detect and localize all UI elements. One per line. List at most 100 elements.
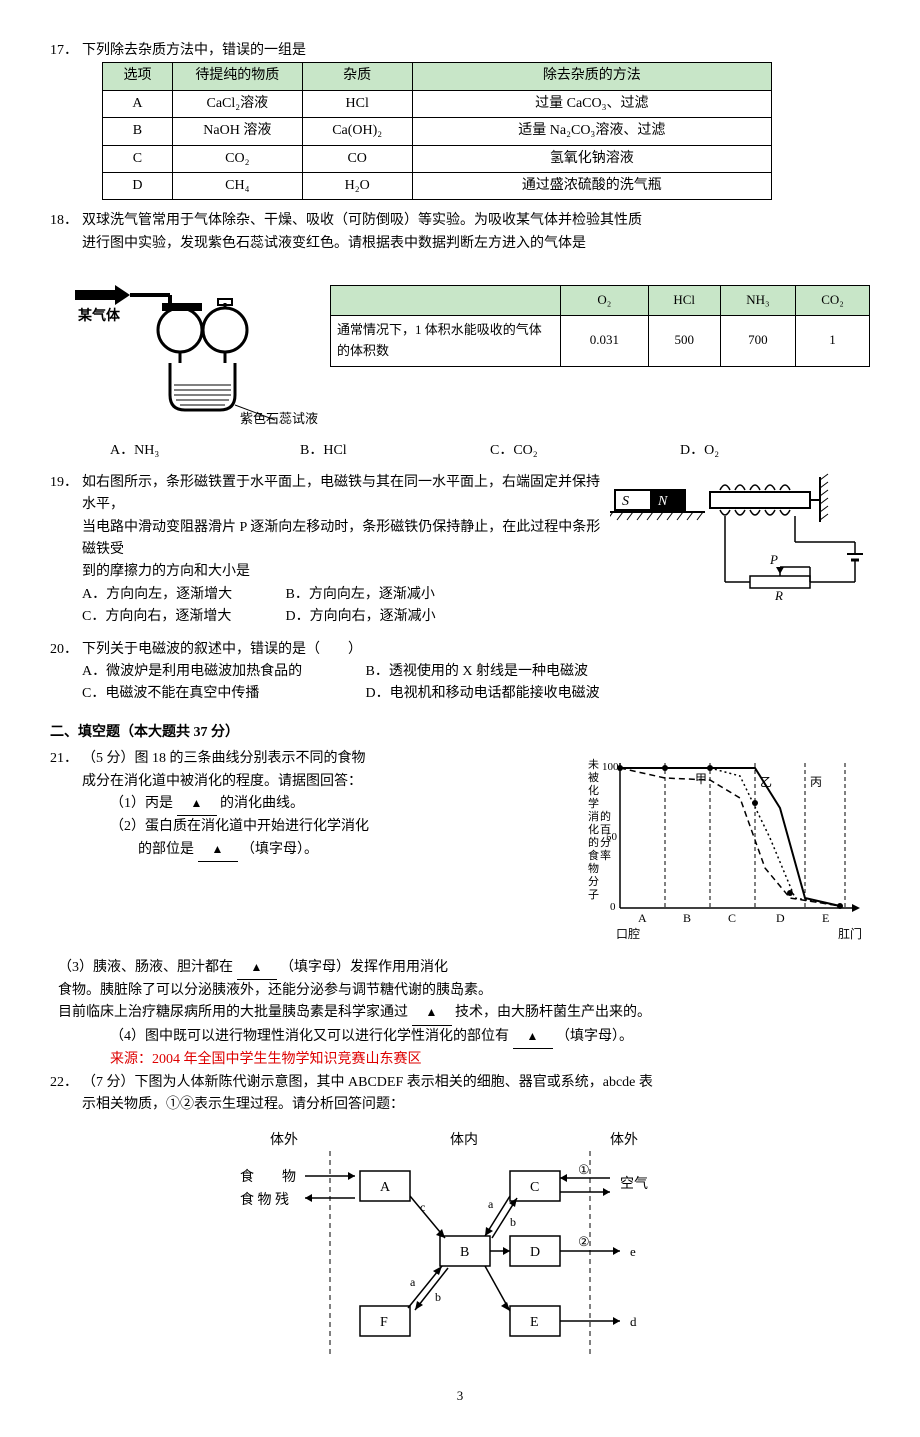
q18-stem-1: 双球洗气管常用于气体除杂、干燥、吸收（可防倒吸）等实验。为吸收某气体并检验其性质 — [82, 210, 870, 232]
table-row: A CaCl₂溶液 HCl 过量 CaCO₃、过滤 — [103, 90, 772, 117]
option-c: C．CO₂ — [490, 440, 680, 462]
svg-text:体内: 体内 — [450, 1132, 478, 1148]
svg-text:50: 50 — [606, 831, 618, 843]
svg-text:b: b — [435, 1290, 441, 1304]
question-22: 22． （7 分）下图为人体新陈代谢示意图，其中 ABCDEF 表示相关的细胞、… — [50, 1072, 870, 1367]
q21-prefix: （5 分）图 18 的三条曲线分别表示不同的食物 — [82, 748, 580, 770]
svg-text:E: E — [530, 1315, 539, 1330]
q21-number: 21． — [50, 748, 82, 770]
svg-text:未: 未 — [588, 758, 599, 771]
svg-text:分: 分 — [588, 875, 599, 888]
q18-table: O₂ HCl NH₃ CO₂ 通常情况下，1 体积水能吸收的气体的体积数 0.0… — [330, 285, 870, 366]
table-row: D CH₄ H₂O 通过盛浓硫酸的洗气瓶 — [103, 172, 772, 199]
q22-number: 22． — [50, 1072, 82, 1094]
svg-text:c: c — [420, 1200, 425, 1214]
q18-apparatus-diagram: 某气体 — [70, 265, 330, 433]
option-a: A．方向向左，逐渐增大 — [82, 584, 282, 606]
option-b: B．HCl — [300, 440, 490, 462]
svg-text:R: R — [774, 588, 783, 602]
option-d: D．电视机和移动电话都能接收电磁波 — [366, 686, 600, 701]
svg-text:的: 的 — [588, 835, 599, 849]
cell: 通常情况下，1 体积水能吸收的气体的体积数 — [331, 315, 561, 366]
blank-field[interactable] — [177, 793, 217, 816]
q20-stem: 下列关于电磁波的叙述中，错误的是（ ） — [82, 639, 610, 661]
blank-field[interactable] — [412, 1002, 452, 1025]
svg-text:A: A — [380, 1180, 391, 1195]
svg-text:B: B — [683, 911, 691, 925]
q17-table: 选项 待提纯的物质 杂质 除去杂质的方法 A CaCl₂溶液 HCl 过量 Ca… — [102, 62, 772, 200]
svg-text:e: e — [630, 1244, 636, 1259]
svg-text:肛门: 肛门 — [838, 926, 862, 941]
svg-text:100: 100 — [602, 761, 619, 773]
svg-text:D: D — [776, 911, 785, 925]
q22-stem-2: 示相关物质，①②表示生理过程。请分析回答问题： — [82, 1094, 870, 1116]
cell: 过量 CaCO₃、过滤 — [412, 90, 771, 117]
option-b: B．方向向左，逐渐减小 — [286, 587, 435, 602]
litmus-label: 紫色石蕊试液 — [240, 411, 318, 425]
q21-p3c: 食物。胰脏除了可以分泌胰液外，还能分泌参与调节糖代谢的胰岛素。 — [58, 980, 870, 1002]
q21-p3a: （3）胰液、肠液、胆汁都在 — [58, 960, 233, 975]
table-header-row: 选项 待提纯的物质 杂质 除去杂质的方法 — [103, 63, 772, 90]
option-c: C．电磁波不能在真空中传播 — [82, 683, 362, 705]
cell: C — [103, 145, 173, 172]
cell: NaOH 溶液 — [172, 118, 302, 145]
table-row: C CO₂ CO 氢氧化钠溶液 — [103, 145, 772, 172]
blank-field[interactable] — [198, 839, 238, 862]
svg-text:的: 的 — [600, 809, 611, 823]
q21-p3d: 目前临床上治疗糖尿病所用的大批量胰岛素是科学家通过 — [58, 1005, 408, 1020]
svg-text:B: B — [460, 1245, 469, 1260]
option-d: D．O₂ — [680, 440, 870, 462]
q22-metabolism-diagram: 体外 体内 体外 食 物 食 物 残 A C ① — [210, 1126, 710, 1366]
cell: CO — [302, 145, 412, 172]
cell: HCl — [648, 286, 720, 316]
q17-number: 17． — [50, 40, 82, 62]
svg-text:C: C — [728, 911, 736, 925]
svg-text:化: 化 — [588, 783, 599, 797]
th-option: 选项 — [103, 63, 173, 90]
svg-text:体外: 体外 — [270, 1132, 298, 1148]
cell: B — [103, 118, 173, 145]
cell — [331, 286, 561, 316]
svg-text:①: ① — [578, 1162, 590, 1177]
q18-options: A．NH₃ B．HCl C．CO₂ D．O₂ — [110, 440, 870, 462]
svg-text:率: 率 — [600, 848, 611, 862]
q21-p4b: （填字母）。 — [556, 1029, 633, 1044]
question-18: 18． 双球洗气管常用于气体除杂、干燥、吸收（可防倒吸）等实验。为吸收某气体并检… — [50, 210, 870, 462]
svg-text:P: P — [769, 552, 778, 567]
svg-text:A: A — [638, 911, 647, 925]
cell: 700 — [720, 315, 795, 366]
q18-number: 18． — [50, 210, 82, 232]
q21-p1b: 的消化曲线。 — [220, 796, 304, 811]
svg-text:被: 被 — [588, 771, 599, 784]
q19-stem-2: 当电路中滑动变阻器滑片 P 逐渐向左移动时，条形磁铁仍保持静止，在此过程中条形磁… — [82, 517, 610, 562]
svg-text:D: D — [530, 1245, 540, 1260]
page-number: 3 — [50, 1386, 870, 1407]
blank-field[interactable] — [513, 1026, 553, 1049]
q21-p2: （2）蛋白质在消化道中开始进行化学消化 — [110, 816, 580, 838]
cell: CO₂ — [172, 145, 302, 172]
svg-text:F: F — [380, 1315, 388, 1330]
cell: CO₂ — [796, 286, 870, 316]
svg-text:化: 化 — [588, 822, 599, 836]
q21-p4a: （4）图中既可以进行物理性消化又可以进行化学性消化的部位有 — [110, 1029, 509, 1044]
cell: 通过盛浓硫酸的洗气瓶 — [412, 172, 771, 199]
question-17: 17． 下列除去杂质方法中，错误的一组是 选项 待提纯的物质 杂质 除去杂质的方… — [50, 40, 870, 200]
q19-stem-3: 到的摩擦力的方向和大小是 — [82, 561, 610, 583]
cell: D — [103, 172, 173, 199]
cell: CaCl₂溶液 — [172, 90, 302, 117]
svg-text:体外: 体外 — [610, 1132, 638, 1148]
q21-p1a: （1）丙是 — [110, 796, 173, 811]
cell: 0.031 — [561, 315, 649, 366]
cell: NH₃ — [720, 286, 795, 316]
blank-field[interactable] — [237, 957, 277, 980]
option-a: A．微波炉是利用电磁波加热食品的 — [82, 661, 362, 683]
svg-text:物: 物 — [588, 861, 599, 875]
cell: H₂O — [302, 172, 412, 199]
q21-source: 来源：2004 年全国中学生生物学知识竞赛山东赛区 — [110, 1049, 870, 1071]
cell: 适量 Na₂CO₃溶液、过滤 — [412, 118, 771, 145]
svg-text:食: 食 — [588, 848, 599, 862]
svg-text:N: N — [657, 494, 668, 509]
q21-p3b: （填字母）发挥作用用消化 — [280, 960, 448, 975]
cell: 氢氧化钠溶液 — [412, 145, 771, 172]
cell: Ca(OH)₂ — [302, 118, 412, 145]
